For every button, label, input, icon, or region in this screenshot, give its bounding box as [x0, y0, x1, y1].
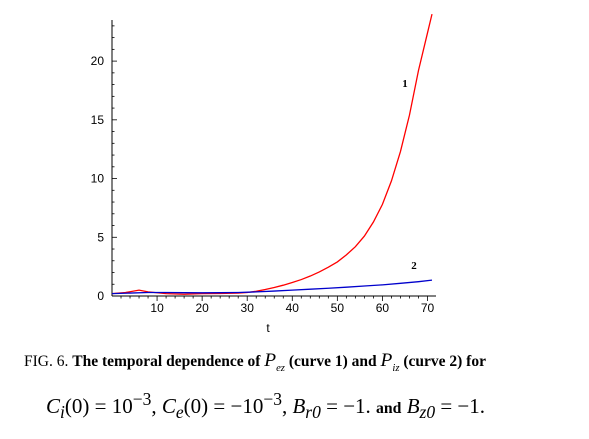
figure-caption-line-2: Ci(0) = 10−3, Ce(0) = −10−3, Br0 = −1. a… [0, 389, 589, 423]
figure-number: FIG. 6. [24, 353, 69, 370]
p-iz-symbol: Piz [380, 350, 400, 374]
ticks: 0 5 10 15 20 10 20 30 40 50 60 70 [91, 25, 435, 315]
caption-curve1: (curve 1) and [288, 353, 377, 370]
x-tick-label: 70 [421, 301, 435, 315]
p-ez-symbol: Pez [264, 350, 285, 374]
caption-and: and [376, 400, 402, 417]
y-tick-label: 20 [91, 54, 105, 68]
x-tick-label: 50 [331, 301, 345, 315]
x-tick-label: 20 [195, 301, 209, 315]
curve-label-2: 2 [411, 260, 417, 272]
x-tick-label: 30 [241, 301, 255, 315]
br-condition: Br0 = −1. [292, 394, 371, 423]
chart: 0 5 10 15 20 10 20 30 40 50 60 70 t 1 2 [91, 13, 436, 335]
series-line-curve-2 [111, 279, 433, 295]
ci-condition: Ci(0) = 10−3, [46, 389, 157, 423]
x-axis-title: t [266, 321, 270, 335]
x-tick-label: 10 [150, 301, 164, 315]
y-tick-label: 10 [91, 172, 105, 186]
caption-intro: The temporal dependence of [72, 353, 261, 370]
series-line-curve-1 [111, 13, 433, 295]
curve-label-1: 1 [402, 78, 408, 90]
caption-curve2: (curve 2) for [403, 353, 486, 370]
axes [111, 20, 436, 297]
bz-condition: Bz0 = −1. [406, 394, 486, 423]
labels: t 1 2 [266, 78, 417, 335]
x-tick-label: 40 [286, 301, 300, 315]
x-tick-label: 60 [376, 301, 390, 315]
figure-caption-line-1: FIG. 6. The temporal dependence of Pez (… [0, 350, 589, 374]
series [111, 13, 433, 295]
y-tick-label: 15 [91, 113, 105, 127]
y-tick-label: 5 [97, 230, 104, 244]
y-tick-label: 0 [97, 289, 104, 303]
ce-condition: Ce(0) = −10−3, [161, 389, 288, 423]
